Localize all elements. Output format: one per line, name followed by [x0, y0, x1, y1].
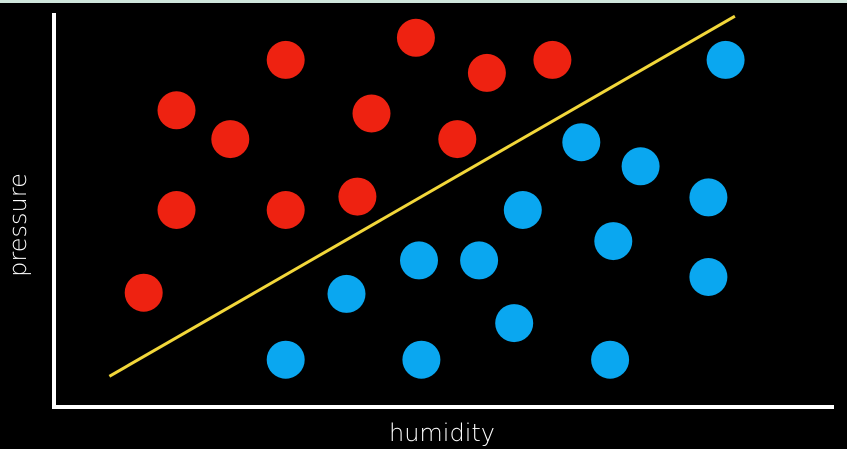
data-point-s0-9 — [438, 120, 477, 159]
data-point-s1-6 — [503, 191, 542, 229]
data-point-s0-5 — [266, 40, 305, 79]
data-point-s1-5 — [495, 304, 534, 343]
data-point-s1-3 — [402, 340, 441, 379]
data-point-s0-0 — [124, 273, 163, 312]
data-point-s1-9 — [594, 222, 633, 261]
data-point-s1-7 — [562, 123, 601, 162]
x-axis-label: humidity — [389, 419, 495, 447]
data-point-s0-7 — [352, 94, 391, 133]
data-point-s1-2 — [400, 241, 438, 280]
data-point-s0-4 — [266, 191, 305, 229]
y-axis-label: pressure — [4, 173, 32, 277]
decision-boundary-line — [108, 14, 736, 378]
data-point-s1-8 — [591, 340, 630, 379]
data-point-s1-0 — [266, 340, 305, 379]
data-point-s1-13 — [706, 40, 745, 79]
data-point-s1-10 — [621, 147, 660, 186]
data-point-s0-10 — [467, 53, 506, 92]
scatter-plot: humidity pressure — [4, 13, 834, 447]
points-layer — [124, 18, 745, 379]
data-point-s1-4 — [460, 241, 499, 280]
data-point-s0-6 — [338, 177, 377, 216]
data-point-s0-2 — [157, 91, 196, 130]
data-point-s0-8 — [396, 18, 435, 57]
data-point-s1-12 — [689, 258, 728, 296]
data-point-s0-11 — [533, 40, 572, 79]
data-point-s0-1 — [157, 191, 196, 229]
data-point-s1-1 — [327, 274, 366, 313]
data-point-s1-11 — [689, 178, 728, 217]
data-point-s0-3 — [211, 120, 250, 159]
